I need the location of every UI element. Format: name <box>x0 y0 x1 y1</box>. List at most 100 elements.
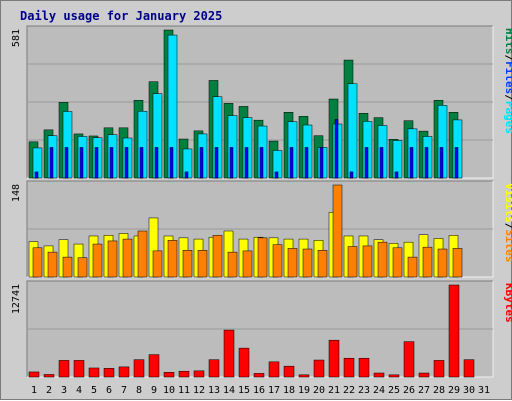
bar-pages-day-16 <box>259 147 264 179</box>
x-tick-label: 15 <box>238 385 250 396</box>
y-max-label: 12741 <box>11 284 22 314</box>
bar-kbytes-day-22 <box>343 357 355 378</box>
bar-kbytes-day-27 <box>418 372 430 378</box>
legend-entry: / <box>503 94 512 101</box>
bar-pages-day-27 <box>424 147 429 179</box>
bar-pages-day-9 <box>154 147 159 179</box>
legend-entry: KBytes <box>503 283 512 323</box>
bar-pages-day-21 <box>334 119 339 179</box>
bar-sites-day-15 <box>242 250 253 278</box>
bar-kbytes-day-14 <box>223 329 235 378</box>
bar-kbytes-day-13 <box>208 359 220 378</box>
x-tick-label: 31 <box>478 385 490 396</box>
chart-title: Daily usage for January 2025 <box>20 9 222 23</box>
bar-kbytes-day-30 <box>463 359 475 378</box>
x-tick-label: 8 <box>136 385 142 396</box>
x-tick-label: 20 <box>313 385 325 396</box>
bar-kbytes-day-28 <box>433 360 445 378</box>
plot-border-dark <box>26 280 493 377</box>
bar-kbytes-day-21 <box>328 339 340 378</box>
bar-kbytes-day-11 <box>178 370 190 378</box>
bar-sites-day-23 <box>362 245 373 278</box>
x-tick-label: 30 <box>463 385 475 396</box>
bar-kbytes-day-7 <box>118 366 130 378</box>
bar-sites-day-16 <box>257 237 268 278</box>
x-tick-label: 4 <box>76 385 82 396</box>
bar-kbytes-day-23 <box>358 357 370 378</box>
bar-pages-day-1 <box>34 171 39 179</box>
y-max-label: 148 <box>11 184 22 202</box>
bar-pages-day-2 <box>49 147 54 179</box>
bar-kbytes-day-24 <box>373 372 385 378</box>
bar-kbytes-day-5 <box>88 367 100 378</box>
x-tick-label: 11 <box>178 385 190 396</box>
bar-pages-day-14 <box>229 147 234 179</box>
x-tick-label: 13 <box>208 385 220 396</box>
bar-pages-day-10 <box>169 147 174 179</box>
bar-sites-day-26 <box>407 256 418 278</box>
x-tick-label: 19 <box>298 385 310 396</box>
x-tick-label: 23 <box>358 385 370 396</box>
bar-pages-day-18 <box>289 147 294 179</box>
x-tick-label: 12 <box>193 385 205 396</box>
legend-entry: Visits <box>503 183 512 223</box>
bar-files-day-22 <box>347 83 358 179</box>
bar-pages-day-8 <box>139 147 144 179</box>
x-axis-day-labels: 1 2 3 4 5 6 7 8 9 10 11 12 13 14 15 16 17 18 19 20 21 22 23 24 2… <box>31 385 490 396</box>
bar-pages-day-6 <box>109 147 114 179</box>
bar-kbytes-day-1 <box>28 371 40 378</box>
chart-panel: 12741 KBytes <box>11 280 512 378</box>
bar-sites-day-10 <box>167 240 178 278</box>
bar-sites-day-22 <box>347 246 358 278</box>
x-tick-label: 17 <box>268 385 280 396</box>
bar-kbytes-day-4 <box>73 360 85 378</box>
bar-pages-day-5 <box>94 147 99 179</box>
bar-kbytes-day-20 <box>313 359 325 378</box>
bar-pages-day-24 <box>379 147 384 179</box>
x-tick-label: 10 <box>163 385 175 396</box>
x-tick-label: 18 <box>283 385 295 396</box>
bar-sites-day-4 <box>77 257 88 278</box>
bar-sites-day-27 <box>422 246 433 278</box>
bar-sites-day-18 <box>287 248 298 278</box>
bar-pages-day-13 <box>214 147 219 179</box>
bar-pages-day-26 <box>409 147 414 179</box>
bar-kbytes-day-29 <box>448 284 460 378</box>
x-tick-label: 3 <box>61 385 67 396</box>
x-tick-label: 27 <box>418 385 430 396</box>
y-max-label: 581 <box>11 29 22 47</box>
bar-kbytes-day-2 <box>43 374 55 378</box>
bar-sites-day-6 <box>107 240 118 278</box>
legend-entry: Files <box>503 61 512 94</box>
bar-sites-day-13 <box>212 235 223 278</box>
bar-kbytes-day-9 <box>148 354 160 378</box>
bar-pages-day-22 <box>349 171 354 179</box>
bar-kbytes-day-25 <box>388 374 400 378</box>
bar-kbytes-day-15 <box>238 347 250 378</box>
chart-panels: 581Hits/Files/Pages148Visits/Sites12741K… <box>11 25 512 378</box>
bar-kbytes-day-8 <box>133 359 145 378</box>
bar-pages-day-29 <box>454 147 459 179</box>
x-tick-label: 5 <box>91 385 97 396</box>
bar-sites-day-24 <box>377 241 388 278</box>
bar-sites-day-25 <box>392 247 403 278</box>
plot-border-dark <box>26 25 493 178</box>
bar-sites-day-3 <box>62 256 73 278</box>
x-tick-label: 24 <box>373 385 385 396</box>
x-tick-label: 2 <box>46 385 52 396</box>
bar-pages-day-15 <box>244 147 249 179</box>
series-legend: KBytes <box>503 283 512 323</box>
chart-panel: 148 Visits/Sites <box>11 180 512 278</box>
x-tick-label: 1 <box>31 385 37 396</box>
x-tick-label: 22 <box>343 385 355 396</box>
legend-entry: / <box>503 223 512 230</box>
x-tick-label: 25 <box>388 385 400 396</box>
legend-entry: Sites <box>503 229 512 262</box>
plot-border-dark <box>26 180 493 277</box>
bar-sites-day-9 <box>152 250 163 278</box>
legend-entry: Hits <box>503 28 512 55</box>
bar-sites-day-17 <box>272 244 283 278</box>
